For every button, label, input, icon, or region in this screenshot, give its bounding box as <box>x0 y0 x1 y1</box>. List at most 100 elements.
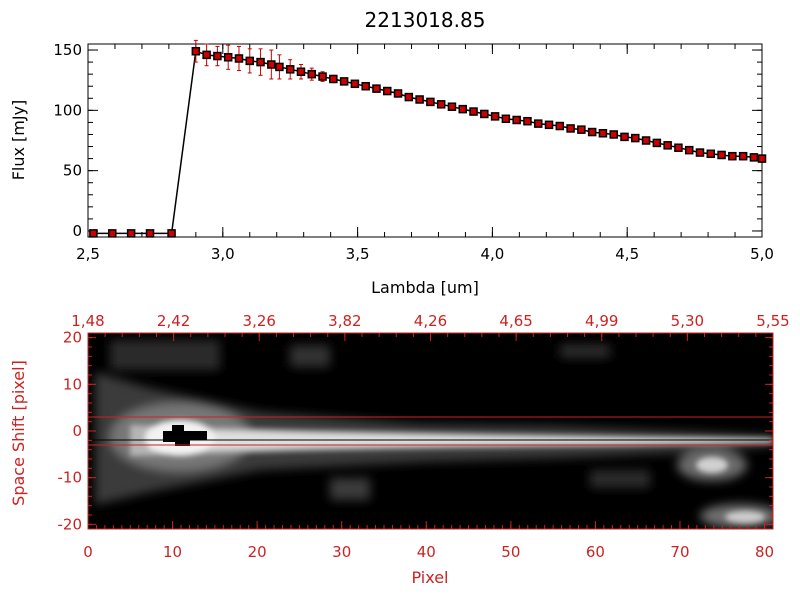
image-xtick-label: 70 <box>670 543 689 561</box>
heatmap-image <box>88 333 773 529</box>
image-top-xtick-label: 4,26 <box>414 312 447 330</box>
image-xtick-label: 50 <box>501 543 520 561</box>
spectrum-point <box>684 145 694 155</box>
image-ticks <box>87 333 774 529</box>
image-xtick-label: 30 <box>332 543 351 561</box>
spectrum-ytick-label: 50 <box>63 162 82 180</box>
image-ytick-label: 0 <box>72 422 82 440</box>
spectrum-point <box>587 127 597 137</box>
image-top-xtick-label: 4,65 <box>499 312 532 330</box>
spectrum-line <box>93 50 763 235</box>
image-top-xtick-label: 4,99 <box>585 312 618 330</box>
image-top-xtick-label: 3,26 <box>243 312 276 330</box>
spectrum-point <box>393 89 403 98</box>
spectrum-point <box>256 57 265 67</box>
aperture-lines <box>88 416 773 446</box>
spectrum-point <box>490 112 500 121</box>
spectrum-series <box>89 39 767 238</box>
spectrum-point <box>275 62 284 72</box>
spectrum-point <box>361 81 370 91</box>
spectrum-ytick-label: 0 <box>72 222 82 240</box>
spectrum-point <box>652 138 662 148</box>
image-top-xtick-label: 2,42 <box>157 312 190 330</box>
spectrum-point <box>695 148 705 157</box>
spectrum-point <box>191 46 201 56</box>
spectrum-xtick-label: 4,5 <box>615 245 639 263</box>
spectrum-point <box>234 54 244 63</box>
spectral-image-panel: 0 10 20 30 40 50 60 70 80 1,48 2,42 3,26 3,82 4,26 4,6… <box>9 312 790 587</box>
spectrum-xtick-label: 3,5 <box>346 245 370 263</box>
image-xtick-label: 80 <box>755 543 774 561</box>
spectrum-point <box>245 56 255 66</box>
spectrum-point <box>458 104 467 114</box>
spectrum-point <box>577 125 586 134</box>
spectrum-point <box>350 79 360 89</box>
image-ytick-label: 10 <box>63 375 82 393</box>
spectrum-point <box>404 92 414 102</box>
spectrum-point <box>339 77 349 86</box>
image-top-xtick-label: 5,55 <box>756 312 789 330</box>
spectrum-point <box>641 136 651 145</box>
spectrum-xtick-label: 4,0 <box>480 245 504 263</box>
spectrum-point <box>329 74 338 84</box>
spectrum-point <box>108 229 117 238</box>
spectrum-point <box>555 121 565 131</box>
image-xlabel: Pixel <box>411 568 448 587</box>
spectrum-axes-frame <box>87 43 763 238</box>
spectrum-point <box>285 65 295 74</box>
spectrum-point <box>415 95 424 104</box>
spectrum-point <box>167 229 176 238</box>
spectrum-point <box>631 133 640 143</box>
spectrum-point <box>749 153 759 162</box>
spectrum-ytick-label: 150 <box>53 41 82 59</box>
spectrum-xlabel: Lambda [um] <box>371 278 479 297</box>
image-xtick-label: 20 <box>248 543 267 561</box>
image-ytick-label: -10 <box>58 469 83 487</box>
spectrum-point <box>566 124 575 133</box>
spectrum-point <box>501 114 511 124</box>
spectrum-point <box>533 119 543 128</box>
spectrum-point <box>318 72 327 81</box>
image-top-xtick-label: 3,82 <box>328 312 361 330</box>
spectrum-point <box>544 120 554 130</box>
spectrum-point <box>267 60 276 69</box>
spectrum-point <box>609 130 618 139</box>
saturated-pixel-blob <box>163 425 207 446</box>
spectrum-point <box>202 50 211 60</box>
spectrum-point <box>383 86 392 96</box>
spectrum-point <box>706 149 716 159</box>
spectrum-tick-labels: 2,5 3,0 3,5 4,0 4,5 5,0 0 50 100 150 <box>53 41 774 263</box>
spectrum-point <box>620 132 629 142</box>
spectrum-point <box>523 116 532 126</box>
spectrum-xtick-label: 2,5 <box>76 245 100 263</box>
image-xtick-label: 40 <box>417 543 436 561</box>
spectrum-xtick-label: 5,0 <box>750 245 774 263</box>
image-tick-labels: 0 10 20 30 40 50 60 70 80 1,48 2,42 3,26 3,82 4,26 4,6… <box>58 312 790 561</box>
image-xtick-label: 60 <box>586 543 605 561</box>
spectrum-ylabel: Flux [mJy] <box>9 100 28 181</box>
spectrum-point <box>738 151 748 161</box>
image-ytick-label: 20 <box>63 329 82 347</box>
spectrum-point <box>480 109 489 119</box>
spectrum-point <box>447 102 457 111</box>
image-ylabel: Space Shift [pixel] <box>9 360 28 506</box>
spectrum-ytick-label: 100 <box>53 101 82 119</box>
spectrum-point <box>145 229 155 238</box>
spectrum-point <box>296 67 306 76</box>
image-top-xtick-label: 1,48 <box>71 312 104 330</box>
spectrum-point <box>598 129 608 138</box>
image-top-xtick-label: 5,30 <box>671 312 704 330</box>
spectrum-point <box>717 150 726 160</box>
spectrum-point <box>307 69 317 79</box>
spectrum-point <box>223 53 233 62</box>
spectrum-point <box>757 154 767 163</box>
spectrum-point <box>436 100 446 109</box>
spectrum-plot: 2213018.85 2,5 3,0 3,5 4,0 4,5 5,0 0 50 100 150 L… <box>9 8 774 297</box>
image-ytick-label: -20 <box>58 515 83 533</box>
spectrum-xtick-label: 3,0 <box>211 245 235 263</box>
chart-title: 2213018.85 <box>365 8 486 32</box>
spectrum-point <box>663 141 672 150</box>
spectrum-point <box>89 229 98 238</box>
spectrum-point <box>674 143 683 152</box>
